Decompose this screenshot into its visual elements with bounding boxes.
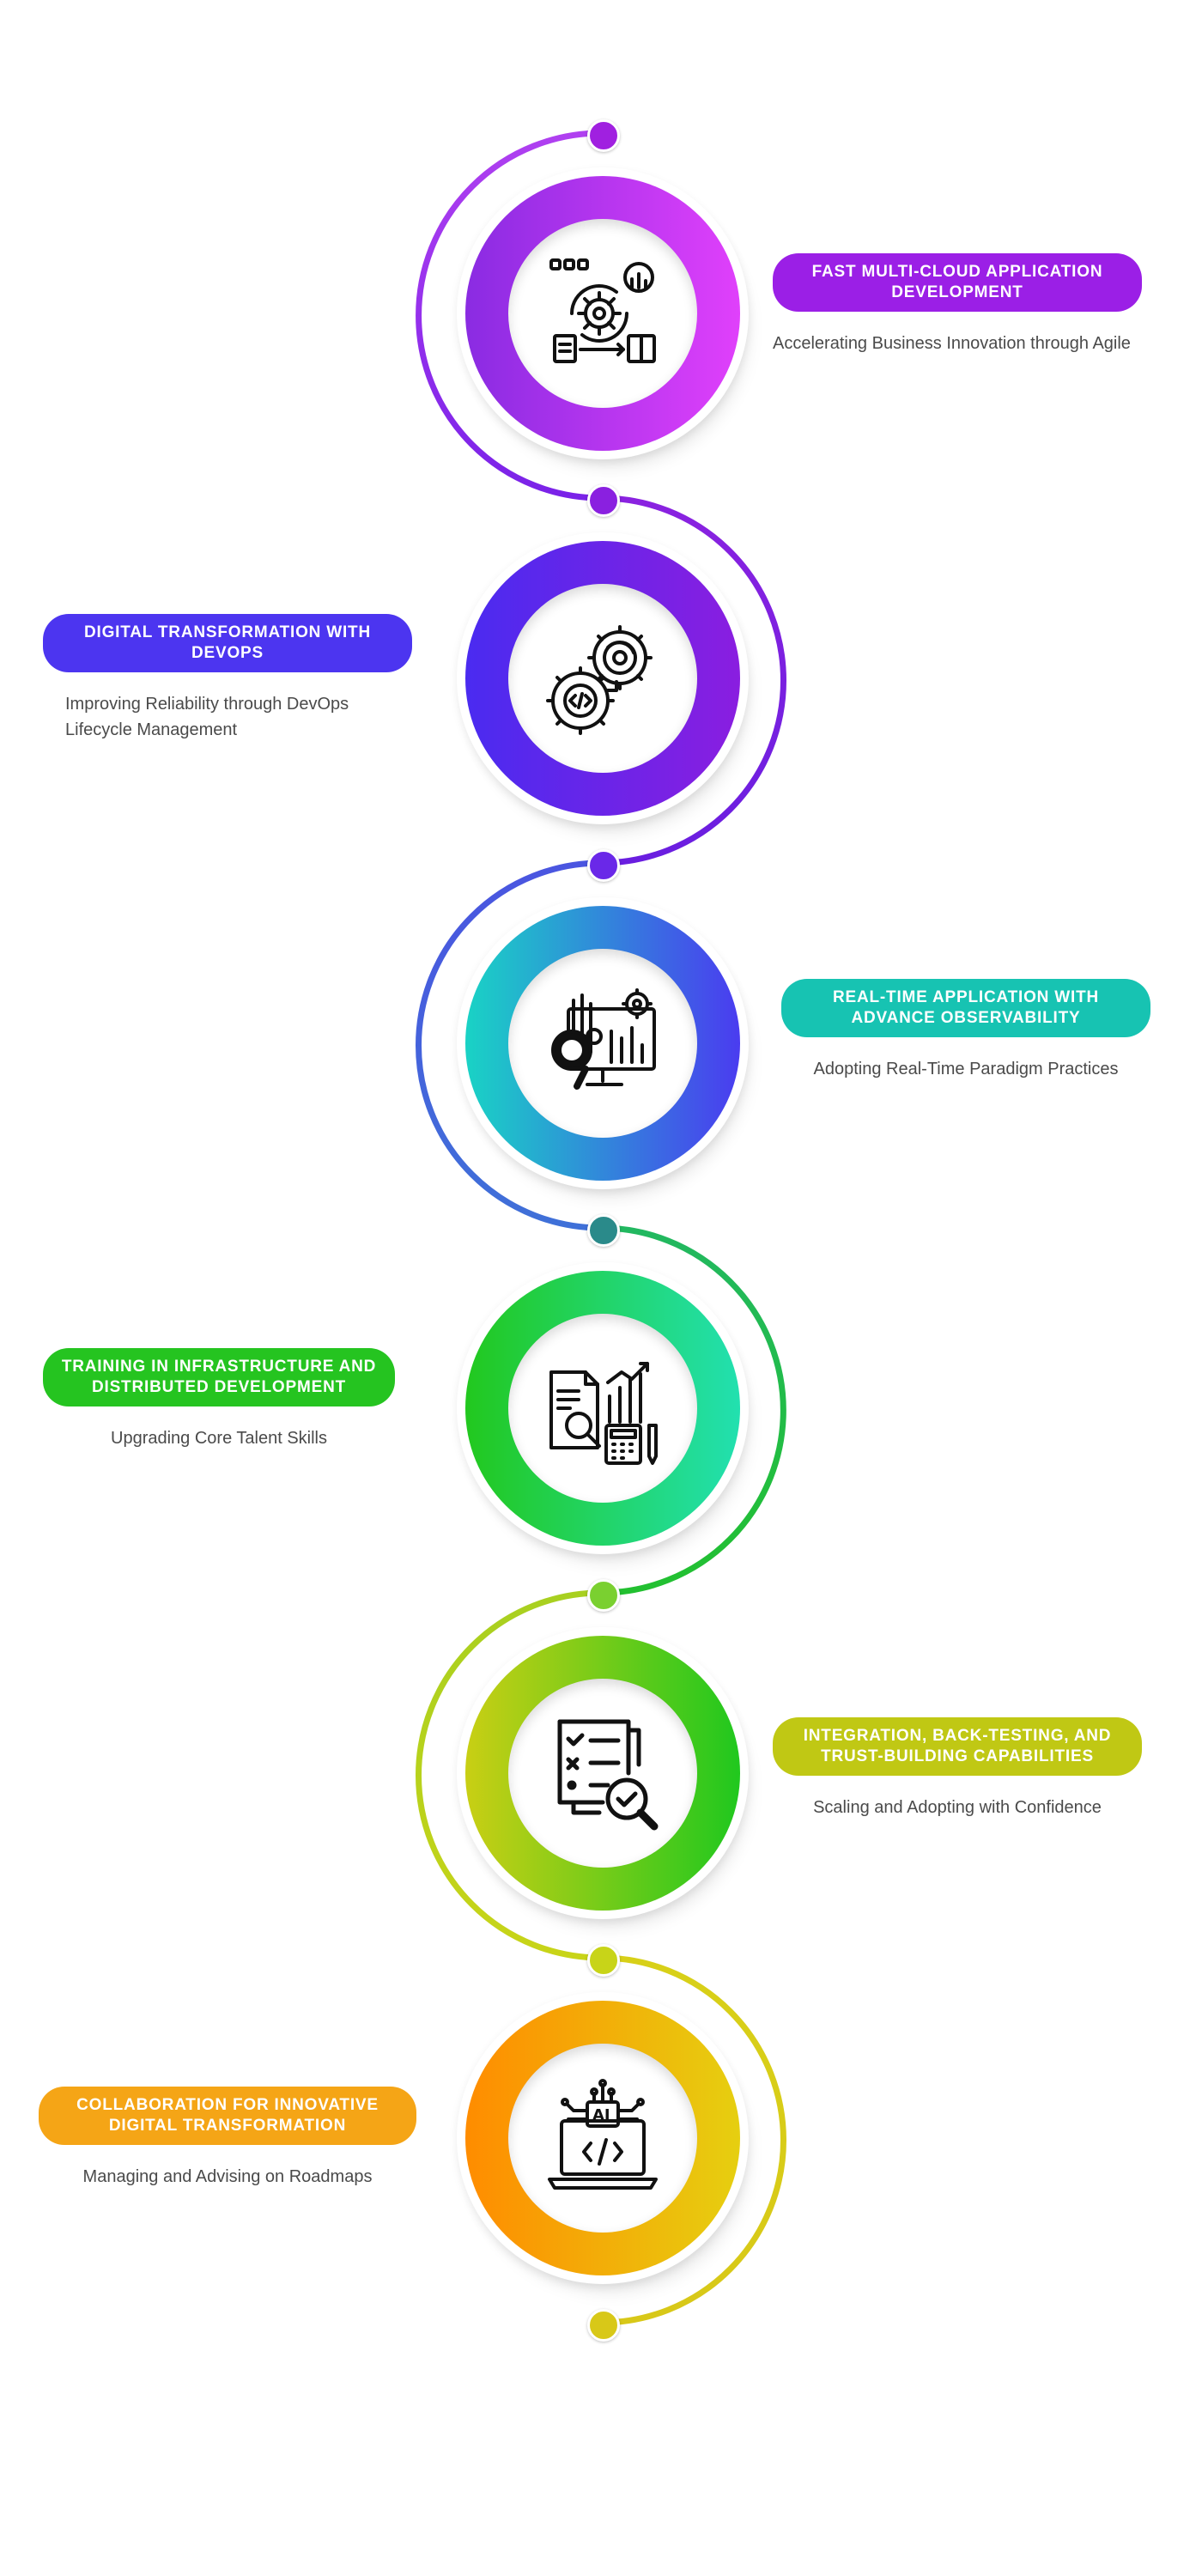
step-5: INTEGRATION, BACK-TESTING, AND TRUST-BUI… (0, 1601, 1202, 1962)
timeline-dot (587, 1214, 620, 1247)
step-description: Improving Reliability through DevOps Lif… (65, 695, 349, 739)
devops-gears-icon (543, 618, 663, 738)
step-title-pill: COLLABORATION FOR INNOVATIVE DIGITAL TRA… (39, 2087, 416, 2145)
report-calculator-icon (543, 1348, 663, 1468)
step-title-pill: REAL-TIME APPLICATION WITH ADVANCE OBSER… (781, 979, 1150, 1037)
step-title-pill: FAST MULTI-CLOUD APPLICATION DEVELOPMENT (773, 253, 1142, 312)
timeline-dot (587, 2309, 620, 2342)
step-circle (457, 532, 756, 840)
gradient-ring (465, 176, 740, 451)
ai-laptop-icon: AI (543, 2078, 663, 2198)
step-title-pill: INTEGRATION, BACK-TESTING, AND TRUST-BUI… (773, 1717, 1142, 1776)
step-description: Scaling and Adopting with Confidence (813, 1798, 1102, 1817)
step-3: REAL-TIME APPLICATION WITH ADVANCE OBSER… (0, 872, 1202, 1232)
gradient-ring (465, 1636, 740, 1911)
step-title-pill: TRAINING IN INFRASTRUCTURE AND DISTRIBUT… (43, 1348, 395, 1406)
step-circle (457, 897, 756, 1205)
checklist-magnifier-icon (543, 1713, 663, 1833)
timeline-dot (587, 1579, 620, 1612)
step-circle (457, 1262, 756, 1570)
timeline-dot (587, 484, 620, 517)
step-description: Managing and Advising on Roadmaps (82, 2167, 373, 2186)
gradient-ring: AI (465, 2001, 740, 2275)
svg-text:AI: AI (592, 2106, 610, 2124)
step-description: Accelerating Business Innovation through… (773, 334, 1131, 353)
gradient-ring (465, 1271, 740, 1546)
timeline-dot (587, 1944, 620, 1977)
step-title-pill: DIGITAL TRANSFORMATION WITH DEVOPS (43, 614, 412, 672)
step-circle (457, 1627, 756, 1935)
step-2: DIGITAL TRANSFORMATION WITH DEVOPS Impro… (0, 507, 1202, 867)
step-6: AI COLLABORATION FOR INNOVATIVE DIGITAL … (0, 1966, 1202, 2327)
step-4: TRAINING IN INFRASTRUCTURE AND DISTRIBUT… (0, 1236, 1202, 1597)
gradient-ring (465, 541, 740, 816)
step-circle (457, 167, 756, 475)
step-description: Adopting Real-Time Paradigm Practices (813, 1060, 1119, 1078)
timeline-dot (587, 849, 620, 882)
step-description: Upgrading Core Talent Skills (111, 1429, 327, 1448)
monitor-analytics-icon (543, 983, 663, 1103)
gradient-ring (465, 906, 740, 1181)
agile-gear-workflow-icon (543, 253, 663, 374)
timeline-dot (587, 119, 620, 152)
step-circle: AI (457, 1992, 756, 2300)
step-1: FAST MULTI-CLOUD APPLICATION DEVELOPMENT… (0, 142, 1202, 502)
